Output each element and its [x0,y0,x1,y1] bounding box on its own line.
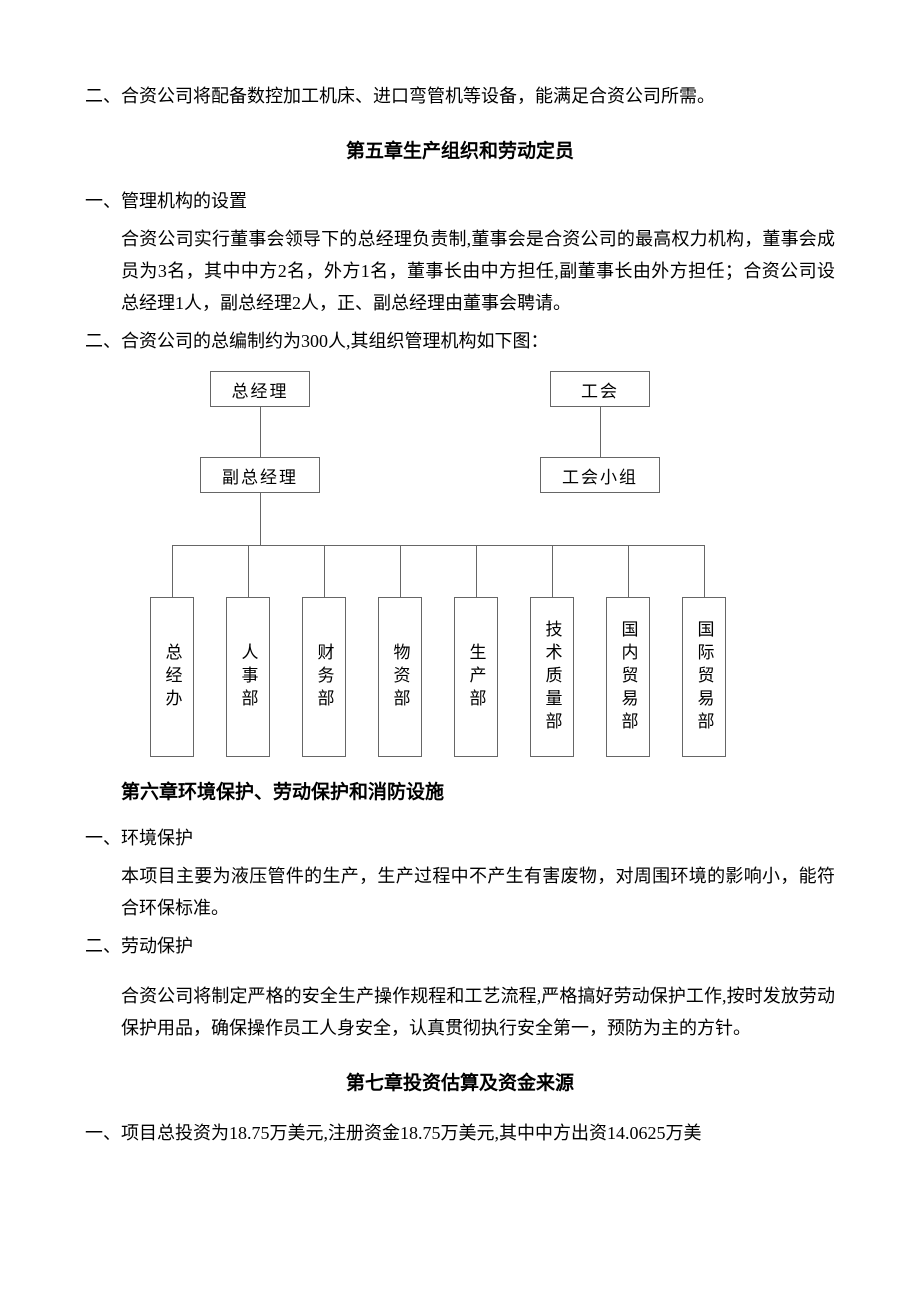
chapter5-heading: 第五章生产组织和劳动定员 [85,136,835,163]
org-node-ugroup: 工会小组 [540,457,660,493]
org-node-gm: 总经理 [210,371,310,407]
org-vline-5 [324,545,325,597]
org-vline-8 [552,545,553,597]
org-node-d8: 国际贸易部 [682,597,726,757]
org-chart: 总经理 工会副总经理 工会小组总经办人事部财务部物资部生产部技术质量部国内贸易部国际… [150,371,770,771]
chapter6-heading: 第六章环境保护、劳动保护和消防设施 [85,777,835,804]
spacer [85,968,835,980]
org-node-union: 工会 [550,371,650,407]
ch6-sec2-label: 二、劳动保护 [85,930,835,962]
org-node-d5: 生产部 [454,597,498,757]
ch5-sec2-body: 二、合资公司的总编制约为300人,其组织管理机构如下图： [85,325,835,357]
org-vline-10 [704,545,705,597]
ch6-sec2-body: 合资公司将制定严格的安全生产操作规程和工艺流程,严格搞好劳动保护工作,按时发放劳… [85,980,835,1044]
org-vline-0 [260,407,261,457]
chapter7-heading: 第七章投资估算及资金来源 [85,1068,835,1095]
ch5-sec1-body: 合资公司实行董事会领导下的总经理负责制,董事会是合资公司的最高权力机构，董事会成… [85,223,835,319]
org-node-d1: 总经办 [150,597,194,757]
org-vline-6 [400,545,401,597]
org-node-d2: 人事部 [226,597,270,757]
ch7-sec1-body: 一、项目总投资为18.75万美元,注册资金18.75万美元,其中中方出资14.0… [85,1117,835,1149]
org-node-d3: 财务部 [302,597,346,757]
ch5-sec1-label: 一、管理机构的设置 [85,185,835,217]
org-hline-0 [172,545,705,546]
intro-paragraph: 二、合资公司将配备数控加工机床、进口弯管机等设备，能满足合资公司所需。 [85,80,835,112]
org-vline-2 [260,493,261,545]
org-vline-1 [600,407,601,457]
org-vline-9 [628,545,629,597]
ch6-sec1-body: 本项目主要为液压管件的生产，生产过程中不产生有害废物，对周围环境的影响小，能符合… [85,860,835,924]
org-node-d7: 国内贸易部 [606,597,650,757]
org-node-dgm: 副总经理 [200,457,320,493]
org-node-d4: 物资部 [378,597,422,757]
org-node-d6: 技术质量部 [530,597,574,757]
ch6-sec1-label: 一、环境保护 [85,822,835,854]
org-vline-4 [248,545,249,597]
org-vline-3 [172,545,173,597]
document-page: 二、合资公司将配备数控加工机床、进口弯管机等设备，能满足合资公司所需。 第五章生… [0,0,920,1301]
org-vline-7 [476,545,477,597]
